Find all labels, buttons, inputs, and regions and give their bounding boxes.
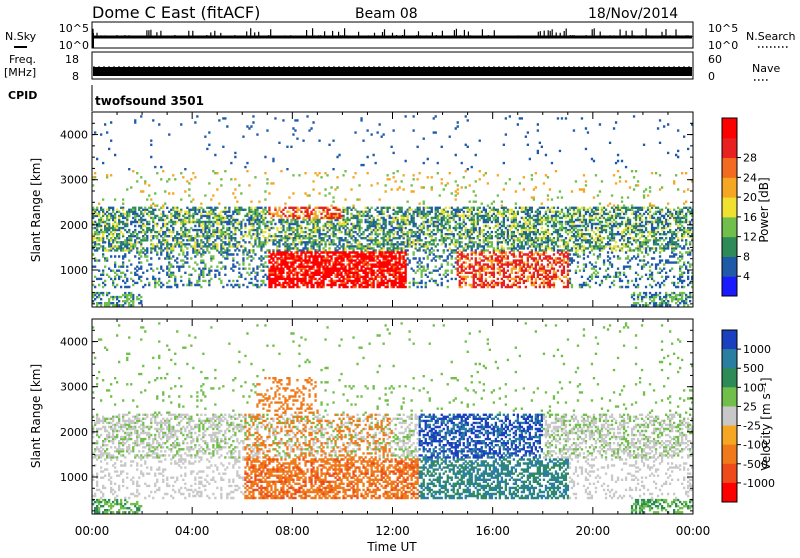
nave-tick-bottom: 0 (708, 70, 715, 83)
freq-band (93, 67, 692, 76)
heatmap-cells (244, 458, 419, 500)
heatmap-cells (418, 413, 570, 500)
nsearch-tick-bottom: 10^0 (708, 39, 738, 52)
heatmap-cells (268, 206, 570, 289)
colorbar-tick-label-4: -25 (743, 420, 761, 433)
colorbar-swatch-5 (722, 177, 737, 198)
freq-tick-bottom: 8 (72, 70, 79, 83)
colorbar-frame (721, 329, 738, 503)
y-tick-label-2000: 2000 (60, 219, 88, 232)
colorbar-swatch-0 (722, 330, 737, 350)
beam-title: Beam 08 (355, 6, 418, 22)
date-title: 18/Nov/2014 (588, 6, 678, 22)
freq-band-edge (93, 66, 690, 68)
xlabel: Time UT (366, 540, 417, 554)
nave-tick-top: 60 (708, 53, 722, 66)
colorbar-tick-label-6: 28 (743, 152, 757, 165)
x-tick-label-3: 12:00 (375, 524, 410, 538)
nsky-tick-top: 10^5 (59, 22, 89, 35)
colorbar-swatch-0 (722, 276, 737, 297)
colorbar-tick-label-3: 25 (743, 400, 757, 413)
colorbar-tick-label-1: 8 (743, 250, 750, 263)
colorbar-swatch-7 (722, 463, 737, 484)
freq-label-2: [MHz] (4, 66, 36, 79)
velocity-ylabel: Slant Range [km] (29, 364, 43, 468)
colorbar-swatch-8 (722, 118, 737, 139)
heatmap-cells (92, 458, 694, 514)
x-tick-label-1: 04:00 (175, 524, 210, 538)
nave-label: Nave (752, 62, 780, 75)
y-tick-label-4000: 4000 (60, 129, 88, 142)
colorbar-swatch-2 (722, 236, 737, 257)
y-tick-label-4000: 4000 (60, 336, 88, 349)
velocity-cbar-label: Velocity [m s⁻¹] (759, 377, 773, 470)
colorbar-swatch-6 (722, 444, 737, 465)
cpid-label: CPID (8, 89, 37, 102)
freq-strip (91, 51, 694, 80)
colorbar-tick-label-1: 500 (743, 362, 764, 375)
colorbar-tick-label-6: -500 (743, 458, 768, 471)
colorbar-tick-label-7: -1000 (743, 477, 775, 490)
colorbar-tick-label-2: 100 (743, 381, 764, 394)
y-tick-label-1000: 1000 (60, 264, 88, 277)
power-colorbar: 4 8 12 16 20 24 28 (721, 117, 757, 297)
colorbar-swatch-3 (722, 216, 737, 238)
y-tick-label-3000: 3000 (60, 174, 88, 187)
x-tick-label-5: 20:00 (576, 524, 611, 538)
heatmap-cells (244, 377, 419, 500)
nsearch-label: N.Search (746, 30, 796, 43)
power-heatmap (92, 115, 694, 307)
freq-label-1: Freq. (9, 53, 36, 66)
colorbar-swatch-4 (722, 406, 737, 427)
time-axis-labels: 00:00 04:00 08:00 12:00 16:00 20:00 00:00 (75, 524, 711, 538)
x-tick-label-4: 16:00 (475, 524, 510, 538)
heatmap-cells (92, 413, 694, 500)
power-axes: 1000 2000 3000 4000 (60, 112, 694, 307)
colorbar-swatch-7 (722, 137, 737, 159)
colorbar-frame (721, 117, 738, 297)
freq-tick-top: 18 (65, 53, 79, 66)
heatmap-cells (92, 115, 694, 307)
colorbar-tick-label-2: 12 (743, 231, 757, 244)
nsearch-tick-top: 10^5 (708, 22, 738, 35)
colorbar-tick-label-5: 24 (743, 171, 757, 184)
colorbar-swatch-3 (722, 387, 737, 407)
colorbar-tick-label-5: -100 (743, 439, 768, 452)
x-tick-label-2: 08:00 (275, 524, 310, 538)
colorbar-swatch-1 (722, 256, 737, 277)
velocity-axes: 1000 2000 3000 4000 (60, 319, 694, 514)
station-title: Dome C East (fitACF) (92, 3, 260, 22)
power-ylabel: Slant Range [km] (29, 158, 43, 262)
heatmap-cells (92, 206, 694, 252)
nsky-trace (92, 28, 693, 48)
y-tick-label-1000: 1000 (60, 471, 88, 484)
colorbar-swatch-8 (722, 482, 737, 503)
heatmap-cells (418, 413, 543, 459)
colorbar-tick-label-4: 20 (743, 191, 757, 204)
freq-band-tickmarks (93, 66, 690, 68)
colorbar-swatch-4 (722, 197, 737, 218)
y-tick-label-3000: 3000 (60, 381, 88, 394)
heatmap-cells (268, 251, 407, 289)
nsky-tick-bottom: 10^0 (59, 39, 89, 52)
colorbar-tick-label-3: 16 (743, 211, 757, 224)
colorbar-tick-label-0: 4 (743, 270, 750, 283)
y-tick-label-2000: 2000 (60, 426, 88, 439)
heatmap-cells (92, 206, 694, 252)
colorbar-swatch-1 (722, 349, 737, 369)
x-tick-label-6: 00:00 (676, 524, 711, 538)
colorbar-swatch-6 (722, 157, 737, 178)
heatmap-cells (92, 170, 694, 307)
cpid-value: twofsound 3501 (95, 94, 204, 108)
power-cbar-label: Power [dB] (757, 177, 771, 242)
x-tick-label-0: 00:00 (75, 524, 110, 538)
velocity-heatmap (92, 322, 694, 514)
velocity-colorbar: 1000 500 100 25 -25 -100 -500 -1000 (721, 329, 775, 503)
colorbar-swatch-5 (722, 425, 737, 446)
colorbar-tick-label-0: 1000 (743, 343, 771, 356)
colorbar-swatch-2 (722, 368, 737, 388)
nsky-label: N.Sky (5, 30, 37, 43)
